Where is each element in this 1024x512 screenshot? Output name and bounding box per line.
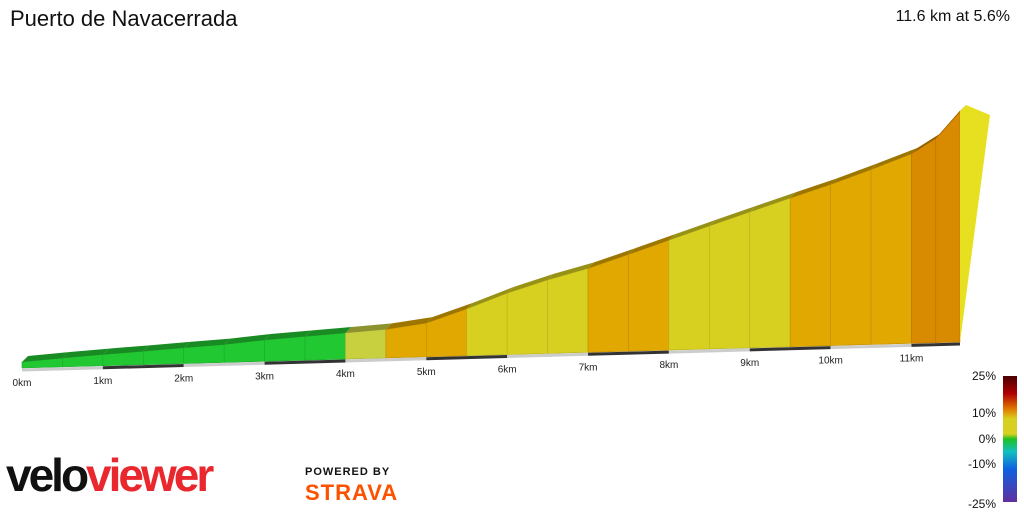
baseline-km-segment xyxy=(507,352,589,359)
x-axis-ticks: 0km 1km 2km 3km 4km 5km 6km 7km 8km 9km 10km 11km xyxy=(13,353,924,389)
profile-segment xyxy=(547,268,589,354)
veloviewer-logo: veloviewer xyxy=(6,449,214,501)
profile-segment xyxy=(466,292,508,356)
x-tick-label: 3km xyxy=(255,371,274,382)
profile-segment-top xyxy=(22,352,69,362)
elevation-profile-chart: 0km 1km 2km 3km 4km 5km 6km 7km 8km 9km 10km 11km xyxy=(13,105,990,389)
profile-segment-top xyxy=(588,248,635,269)
profile-segment xyxy=(830,169,872,346)
x-tick-label: 4km xyxy=(336,369,355,380)
profile-segment-top xyxy=(871,147,918,170)
profile-segment xyxy=(587,254,629,353)
profile-segment xyxy=(935,110,961,343)
gradient-legend-bar xyxy=(1003,376,1017,502)
profile-segment-top xyxy=(830,163,878,185)
profile-segment-top xyxy=(628,234,675,255)
profile-segment xyxy=(304,332,346,361)
baseline-km-segment xyxy=(21,366,103,372)
profile-segment xyxy=(628,239,670,352)
powered-by-label: POWERED BY xyxy=(305,466,391,478)
x-tick-label: 9km xyxy=(740,358,759,369)
x-tick-label: 5km xyxy=(417,367,436,378)
profile-segment-top xyxy=(102,345,150,355)
profile-segment xyxy=(709,211,751,350)
legend-label-25: 25% xyxy=(971,369,996,383)
legend-label-neg25: -25% xyxy=(967,497,996,511)
baseline-km-segment xyxy=(183,361,265,368)
profile-segment-top xyxy=(305,326,352,337)
baseline-km-segment xyxy=(264,359,346,365)
profile-segment-top xyxy=(935,105,966,139)
profile-segment-top xyxy=(466,287,514,309)
x-tick-label: 8km xyxy=(659,360,678,371)
climb-summary: 11.6 km at 5.6% xyxy=(895,8,1010,25)
baseline-km-segment xyxy=(830,343,912,350)
profile-segment-top xyxy=(143,341,190,352)
baseline-km-segment xyxy=(911,342,961,347)
x-tick-label: 0km xyxy=(13,378,32,389)
profile-segment xyxy=(870,153,912,345)
profile-segment-top xyxy=(385,317,433,330)
x-tick-label: 10km xyxy=(818,356,842,367)
x-tick-label: 6km xyxy=(498,365,517,376)
profile-segment-top xyxy=(668,219,716,241)
legend-label-neg10: -10% xyxy=(967,457,996,471)
legend-label-0: 0% xyxy=(978,432,996,446)
baseline-km-segment xyxy=(102,364,184,370)
x-tick-label: 7km xyxy=(579,362,598,373)
profile-segment-top xyxy=(547,262,595,280)
chart-title: Puerto de Navacerrada xyxy=(10,6,238,31)
profile-segment-top xyxy=(62,348,109,359)
baseline-km-segment xyxy=(587,350,669,356)
profile-segment xyxy=(668,225,710,351)
baseline-km-segment xyxy=(345,357,427,363)
profile-segments xyxy=(21,105,990,369)
profile-segment-top xyxy=(345,323,392,333)
x-tick-label: 11km xyxy=(900,353,924,364)
profile-segment-top xyxy=(224,334,271,345)
profile-end-face xyxy=(960,105,990,342)
baseline xyxy=(21,342,961,372)
legend-label-10: 10% xyxy=(971,406,996,420)
profile-segment-top xyxy=(264,330,312,341)
baseline-km-segment xyxy=(668,348,750,354)
profile-segment xyxy=(345,329,387,360)
profile-segment-top xyxy=(911,132,942,154)
profile-segment-top xyxy=(790,178,837,199)
strava-logo: STRAVA xyxy=(305,480,399,505)
profile-segment xyxy=(749,197,791,349)
profile-segment xyxy=(183,344,225,364)
profile-segment xyxy=(789,184,831,348)
profile-segment-top xyxy=(709,206,756,226)
baseline-km-segment xyxy=(749,346,831,352)
profile-segment-top xyxy=(183,338,231,348)
profile-segment xyxy=(264,336,306,362)
profile-segment xyxy=(911,138,937,344)
profile-segment-top xyxy=(749,192,797,213)
profile-segment xyxy=(426,308,468,358)
x-tick-label: 2km xyxy=(174,374,193,385)
x-tick-label: 1km xyxy=(93,376,112,387)
baseline-km-segment xyxy=(426,355,508,361)
profile-segment-top xyxy=(426,302,473,324)
profile-segment-top xyxy=(507,273,554,294)
